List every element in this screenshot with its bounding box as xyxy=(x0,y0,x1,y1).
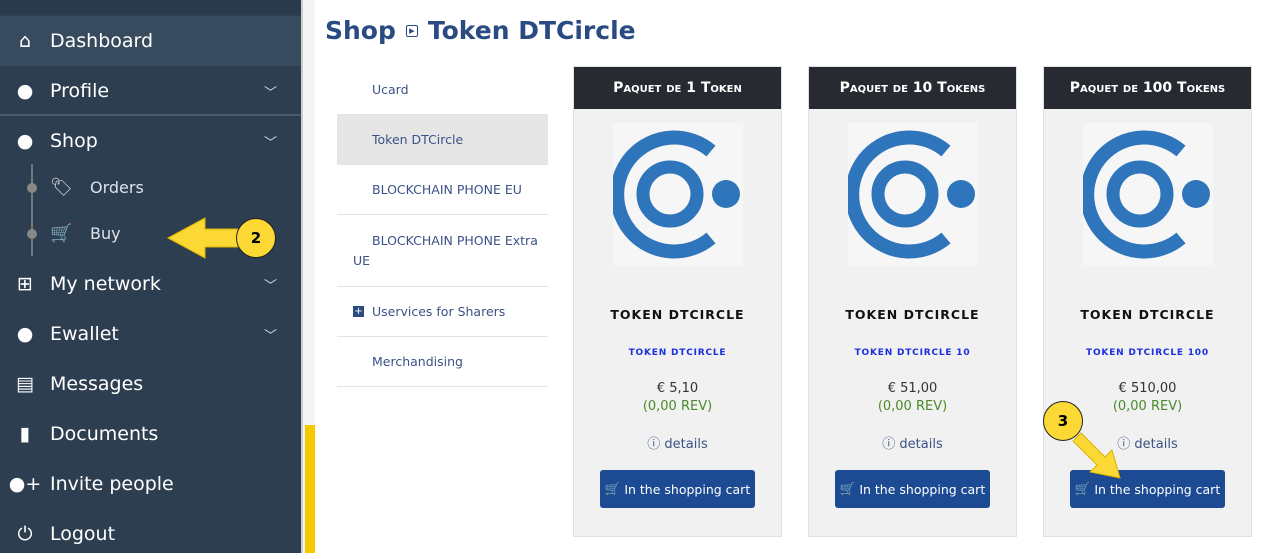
user-icon: ● xyxy=(16,130,34,152)
add-to-cart-button[interactable]: 🛒 In the shopping cart xyxy=(835,470,990,508)
sidebar-item-my-network[interactable]: ⊞ My network ﹀ xyxy=(0,259,301,309)
annotation-badge-2: 2 xyxy=(236,218,276,258)
sidebar: ⌂ Dashboard ● Profile ﹀ ● Shop ﹀ 🏷 Orders 🛒 Buy… xyxy=(0,0,301,553)
sidebar-item-ewallet[interactable]: ● Ewallet ﹀ xyxy=(0,309,301,359)
category-merchandising[interactable]: Merchandising xyxy=(337,337,548,387)
chevron-down-icon: ﹀ xyxy=(263,328,277,344)
dtcircle-logo xyxy=(1079,123,1213,266)
cart-plus-icon: 🛒 xyxy=(1074,481,1091,496)
product-name: TOKEN DTCIRCLE xyxy=(610,307,745,322)
details-link[interactable]: ⓘ details xyxy=(882,437,943,452)
sidebar-sub-orders[interactable]: 🏷 Orders xyxy=(50,176,144,198)
home-icon: ⌂ xyxy=(18,30,32,52)
category-token-dtcircle[interactable]: Token DTCircle xyxy=(337,115,548,165)
annotation-arrow-3 xyxy=(1072,432,1121,479)
dtcircle-logo xyxy=(844,123,978,266)
sidebar-item-messages[interactable]: ▤ Messages xyxy=(0,359,301,409)
power-icon: ⏻ xyxy=(17,523,33,545)
product-rev: (0,00 REV) xyxy=(642,399,713,414)
sidebar-item-logout[interactable]: ⏻ Logout xyxy=(0,509,301,559)
info-icon: ⓘ xyxy=(1117,437,1131,452)
tags-icon: 🏷 xyxy=(50,176,73,198)
sidebar-item-shop[interactable]: ● Shop ﹀ xyxy=(0,116,301,166)
category-blockchain-phone-extra-ue[interactable]: BLOCKCHAIN PHONE Extra UE xyxy=(337,215,548,287)
add-to-cart-button[interactable]: 🛒 In the shopping cart xyxy=(1070,470,1225,508)
product-header: Paquet de 10 Tokens xyxy=(809,67,1016,109)
sidebar-item-invite-people[interactable]: ●+ Invite people xyxy=(0,459,301,509)
product-name: TOKEN DTCIRCLE xyxy=(845,307,980,322)
newspaper-icon: ▤ xyxy=(16,373,34,395)
file-icon: ▮ xyxy=(19,423,31,445)
breadcrumb-current: Token DTCircle xyxy=(427,16,636,45)
user-icon: ● xyxy=(16,323,34,345)
add-to-cart-button[interactable]: 🛒 In the shopping cart xyxy=(600,470,755,508)
chevron-down-icon: ﹀ xyxy=(263,135,277,151)
sidebar-item-documents[interactable]: ▮ Documents xyxy=(0,409,301,459)
info-icon: ⓘ xyxy=(647,437,661,452)
category-ucard[interactable]: Ucard xyxy=(337,65,548,115)
chevron-down-icon: ﹀ xyxy=(263,278,277,294)
product-code: TOKEN DTCIRCLE 100 xyxy=(1086,348,1209,358)
category-blockchain-phone-eu[interactable]: BLOCKCHAIN PHONE EU xyxy=(337,165,548,215)
product-rev: (0,00 REV) xyxy=(877,399,948,414)
cart-icon: 🛒 xyxy=(50,222,73,244)
user-icon: ● xyxy=(16,80,34,102)
dtcircle-logo xyxy=(609,123,743,266)
annotation-badge-3: 3 xyxy=(1043,401,1083,441)
product-header: Paquet de 1 Token xyxy=(574,67,781,109)
product-card: Paquet de 1 Token TOKEN DTCIRCLE TOKEN D… xyxy=(573,66,782,537)
breadcrumb-shop[interactable]: Shop xyxy=(325,16,396,45)
product-price: € 51,00 xyxy=(887,381,938,396)
product-price: € 5,10 xyxy=(656,381,699,396)
product-code: TOKEN DTCIRCLE 10 xyxy=(854,348,971,358)
details-link[interactable]: ⓘ details xyxy=(647,437,708,452)
category-uservices[interactable]: + Uservices for Sharers xyxy=(337,287,548,337)
sidebar-sub-buy[interactable]: 🛒 Buy xyxy=(50,222,121,244)
product-price: € 510,00 xyxy=(1118,381,1177,396)
info-icon: ⓘ xyxy=(882,437,896,452)
sidebar-item-dashboard[interactable]: ⌂ Dashboard xyxy=(0,16,301,66)
decorative-stripe xyxy=(305,425,315,553)
product-code: TOKEN DTCIRCLE xyxy=(628,348,727,358)
chevron-down-icon: ﹀ xyxy=(263,85,277,101)
caret-right-icon: ▸ xyxy=(405,24,418,37)
details-link[interactable]: ⓘ details xyxy=(1117,437,1178,452)
page-title: Shop ▸ Token DTCircle xyxy=(325,16,636,45)
product-rev: (0,00 REV) xyxy=(1112,399,1183,414)
sitemap-icon: ⊞ xyxy=(17,273,33,295)
product-card: Paquet de 10 Tokens TOKEN DTCIRCLE TOKEN… xyxy=(808,66,1017,537)
product-card: Paquet de 100 Tokens TOKEN DTCIRCLE TOKE… xyxy=(1043,66,1252,537)
cart-plus-icon: 🛒 xyxy=(839,481,856,496)
sidebar-item-profile[interactable]: ● Profile ﹀ xyxy=(0,66,301,116)
cart-plus-icon: 🛒 xyxy=(604,481,621,496)
product-header: Paquet de 100 Tokens xyxy=(1044,67,1251,109)
user-plus-icon: ●+ xyxy=(8,473,42,495)
plus-square-icon: + xyxy=(353,306,364,317)
annotation-arrow-2 xyxy=(166,217,239,259)
sidebar-divider xyxy=(301,0,315,553)
product-name: TOKEN DTCIRCLE xyxy=(1080,307,1215,322)
